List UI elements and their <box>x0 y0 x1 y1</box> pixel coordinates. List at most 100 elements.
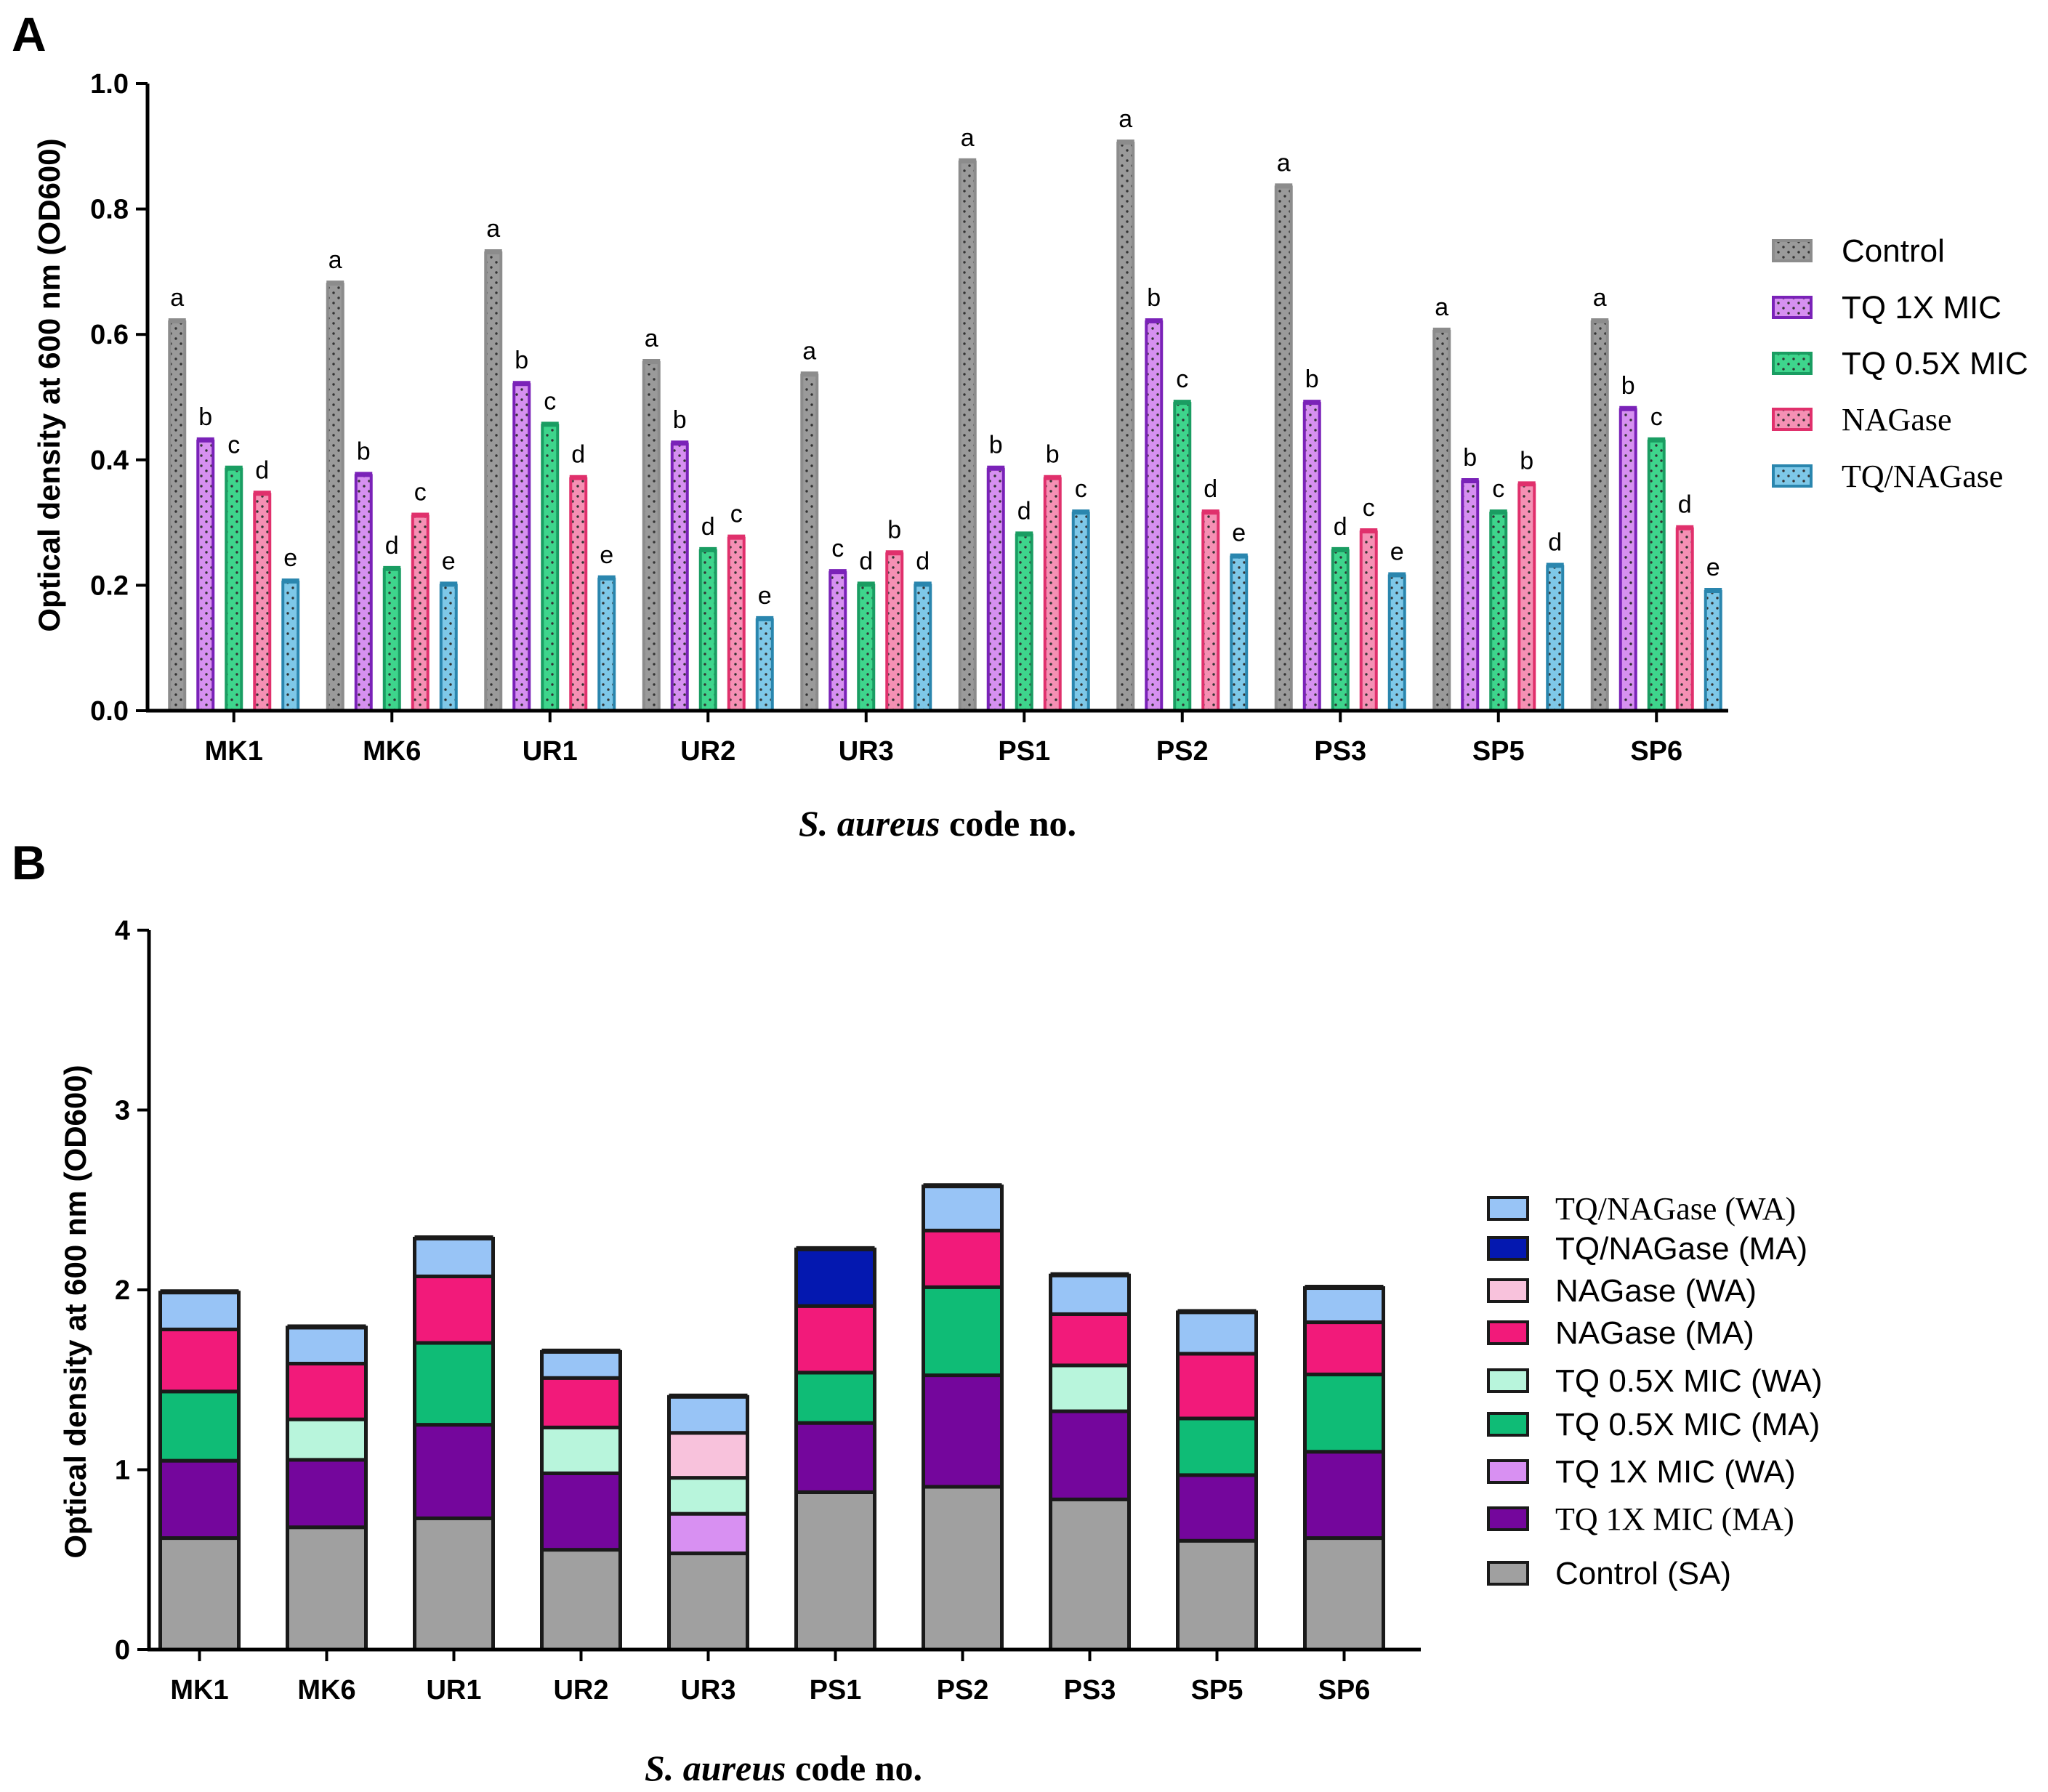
legend-label-a-2: TQ 0.5X MIC <box>1842 346 2028 382</box>
legend-swatch-dots-a-2 <box>1775 355 1810 372</box>
legend-label-a-3: NAGase <box>1842 402 1952 437</box>
panel-b-x-tick-label: UR1 <box>426 1675 481 1706</box>
stack-seg-ur2-8 <box>540 1349 622 1380</box>
sig-letter-ur3-3: b <box>887 516 901 544</box>
sig-letter-ur2-3: c <box>730 501 743 528</box>
sig-letter-mk1-1: b <box>198 403 212 431</box>
stack-seg-ps2-3 <box>922 1285 1004 1378</box>
stack-seg-sp6-3 <box>1303 1372 1385 1454</box>
panel-b-x-axis-title-italic: S. aureus <box>645 1748 786 1788</box>
stack-seg-ps1-0 <box>794 1490 876 1652</box>
stack-seg-ps2-8 <box>922 1184 1004 1232</box>
bar-dots-ur2-0 <box>645 364 658 709</box>
sig-letter-sp6-2: c <box>1650 403 1663 431</box>
panel-b-x-tick-label: MK6 <box>297 1675 355 1706</box>
panel-a-x-tick-label: UR2 <box>680 736 735 767</box>
legend-swatch-b-8 <box>1487 1561 1529 1586</box>
bar-dots-ps1-2 <box>1017 536 1031 709</box>
sig-letter-sp5-2: c <box>1492 475 1504 503</box>
sig-letter-ps2-3: d <box>1204 475 1217 503</box>
stack-seg-sp5-1 <box>1176 1473 1258 1543</box>
panel-b-x-axis-title-rest: code no. <box>786 1748 923 1788</box>
stack-seg-ur2-1 <box>540 1471 622 1552</box>
sig-letter-ps3-3: c <box>1363 494 1375 522</box>
bar-dots-sp6-1 <box>1621 411 1634 709</box>
bar-dots-ur1-0 <box>487 254 500 709</box>
panel-a-x-tick-label: PS3 <box>1314 736 1366 767</box>
bar-dots-ps1-1 <box>989 470 1002 709</box>
bar-dots-ps3-4 <box>1390 577 1403 709</box>
stack-seg-ur1-8 <box>413 1236 495 1278</box>
stack-seg-ur3-8 <box>667 1395 749 1435</box>
stack-seg-ps3-1 <box>1049 1409 1131 1501</box>
sig-letter-ur1-2: c <box>544 387 556 415</box>
sig-letter-ps1-3: b <box>1046 441 1060 469</box>
bar-dots-ur1-1 <box>515 386 528 709</box>
panel-a-x-axis-title-italic: S. aureus <box>799 803 940 844</box>
stack-seg-mk6-1 <box>286 1458 368 1530</box>
bar-dots-sp6-2 <box>1650 442 1663 709</box>
legend-swatch-b-6 <box>1487 1459 1529 1484</box>
panel-b-y-tick-label: 1 <box>115 1456 130 1486</box>
stack-seg-sp6-0 <box>1303 1536 1385 1652</box>
bar-dots-mk1-2 <box>227 470 241 709</box>
legend-swatch-b-1 <box>1487 1236 1529 1261</box>
stack-seg-ps1-7 <box>794 1247 876 1308</box>
stack-seg-sp5-3 <box>1176 1416 1258 1477</box>
sig-letter-sp6-3: d <box>1678 491 1692 519</box>
bar-dots-ps1-4 <box>1074 514 1087 709</box>
bar-dots-sp5-2 <box>1492 514 1505 709</box>
stack-seg-sp6-1 <box>1303 1450 1385 1541</box>
bar-dots-ur2-1 <box>673 445 686 709</box>
sig-letter-ps2-1: b <box>1147 284 1161 312</box>
sig-letter-ur3-2: d <box>859 547 873 575</box>
bar-dots-mk1-1 <box>199 442 212 709</box>
legend-swatch-b-3 <box>1487 1320 1529 1345</box>
sig-letter-ur2-2: d <box>701 513 715 541</box>
legend-label-b-3: NAGase (MA) <box>1555 1315 1754 1351</box>
panel-a-y-tick-label: 0.4 <box>90 445 129 476</box>
stack-seg-ps3-8 <box>1049 1273 1131 1316</box>
bar-dots-ur3-4 <box>916 586 930 709</box>
sig-letter-ps2-2: c <box>1176 366 1188 393</box>
legend-swatch-b-0 <box>1487 1196 1529 1221</box>
bar-dots-ps3-1 <box>1305 405 1318 709</box>
stack-seg-ps1-1 <box>794 1421 876 1494</box>
panel-a-x-tick-label: PS2 <box>1156 736 1209 767</box>
bar-dots-ur3-2 <box>860 586 873 709</box>
bar-dots-ur2-4 <box>758 621 771 709</box>
stack-seg-ps1-3 <box>794 1371 876 1425</box>
bar-dots-sp5-3 <box>1520 486 1533 709</box>
stack-seg-ur2-0 <box>540 1548 622 1652</box>
legend-label-b-7: TQ 1X MIC (MA) <box>1555 1501 1794 1537</box>
legend-swatch-dots-a-1 <box>1775 299 1810 316</box>
bar-dots-ur1-2 <box>544 427 557 709</box>
bar-dots-ur3-3 <box>888 555 901 709</box>
stack-seg-mk1-1 <box>158 1458 241 1541</box>
stack-seg-mk6-4 <box>286 1417 368 1462</box>
sig-letter-ur3-4: d <box>916 547 930 575</box>
panel-a-y-tick-label: 0.2 <box>90 570 129 601</box>
bar-dots-mk6-0 <box>328 286 342 709</box>
bar-dots-ps2-0 <box>1119 144 1132 710</box>
stack-seg-mk6-5 <box>286 1361 368 1421</box>
sig-letter-mk6-4: e <box>442 547 456 575</box>
stack-seg-ps1-5 <box>794 1304 876 1375</box>
panel-a-x-tick-label: SP5 <box>1472 736 1525 767</box>
sig-letter-mk1-3: d <box>255 456 269 484</box>
stack-seg-mk1-8 <box>158 1291 241 1331</box>
panel-a-x-tick-label: PS1 <box>998 736 1050 767</box>
sig-letter-ps2-4: e <box>1232 520 1246 547</box>
panel-a-y-axis-title: Optical density at 600 nm (OD600) <box>32 138 66 631</box>
bar-dots-sp5-1 <box>1464 483 1477 709</box>
legend-swatch-b-2 <box>1487 1278 1529 1303</box>
panel-a-x-tick-label: MK1 <box>205 736 263 767</box>
panel-a-y-tick-label: 0.8 <box>90 195 129 225</box>
panel-b-x-tick-label: MK1 <box>170 1675 228 1706</box>
panel-a-legend: Control TQ 1X MIC TQ 0.5X MIC NAGase TQ/NAGa… <box>1772 233 2028 494</box>
stack-seg-ur3-2 <box>667 1512 749 1556</box>
sig-letter-ps3-2: d <box>1334 513 1347 541</box>
panel-a-x-tick-label: SP6 <box>1630 736 1682 767</box>
stack-seg-ur2-4 <box>540 1425 622 1475</box>
